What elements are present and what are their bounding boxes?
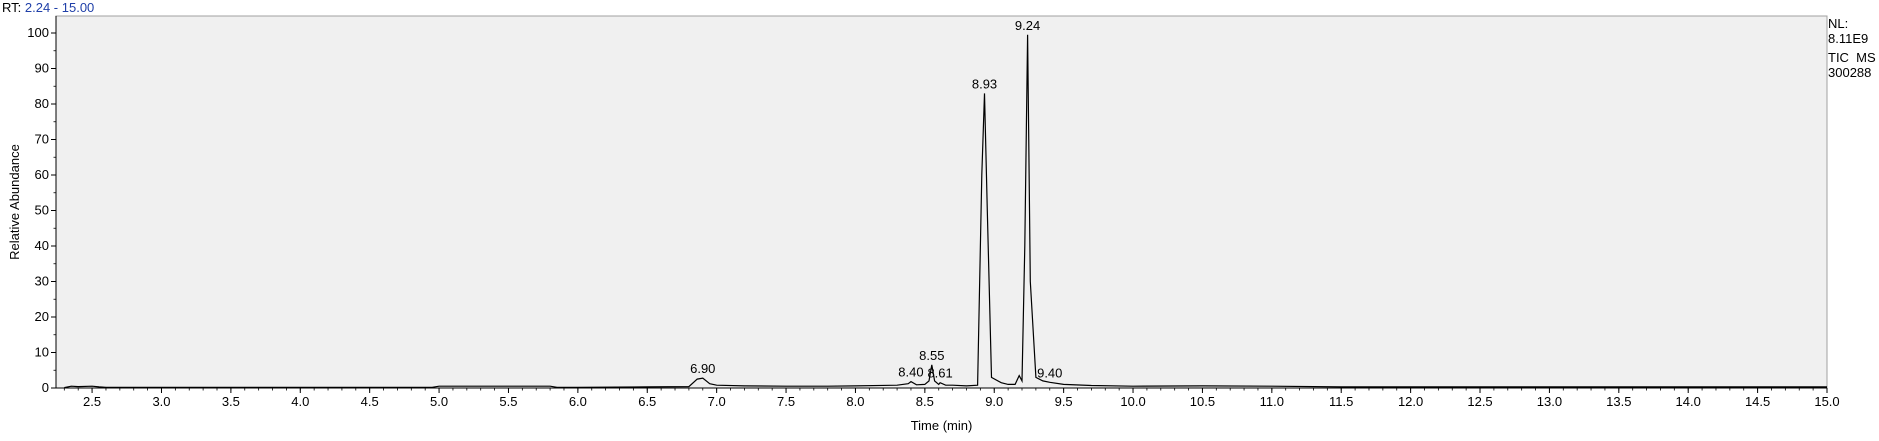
x-tick-label: 4.5 (361, 394, 379, 409)
nl-value: 8.11E9 (1828, 31, 1869, 46)
x-tick-label: 3.0 (152, 394, 170, 409)
x-tick-label: 15.0 (1814, 394, 1839, 409)
nl-label: NL: (1828, 16, 1849, 31)
x-tick-label: 9.5 (1055, 394, 1073, 409)
x-tick-label: 13.5 (1606, 394, 1631, 409)
y-tick-label: 10 (35, 345, 49, 360)
peak-label: 8.61 (927, 366, 952, 381)
y-tick-label: 90 (35, 61, 49, 76)
file-name: 300288 (1828, 65, 1872, 80)
tic-trace (64, 34, 1827, 389)
plot-area (55, 15, 1828, 389)
y-tick-label: 30 (35, 274, 49, 289)
y-tick-label: 100 (27, 25, 49, 40)
x-tick-label: 4.0 (291, 394, 309, 409)
peak-label: 8.93 (972, 76, 997, 91)
x-tick-label: 2.5 (83, 394, 101, 409)
y-tick-label: 60 (35, 167, 49, 182)
y-tick-label: 20 (35, 309, 49, 324)
x-tick-label: 12.0 (1398, 394, 1423, 409)
x-tick-label: 11.5 (1329, 394, 1353, 409)
x-tick-label: 14.0 (1676, 394, 1701, 409)
peak-label: 9.24 (1015, 18, 1040, 33)
peak-label: 8.40 (898, 365, 923, 380)
x-tick-label: 5.5 (499, 394, 517, 409)
peak-label: 9.40 (1037, 365, 1062, 380)
x-tick-label: 10.0 (1120, 394, 1145, 409)
x-tick-label: 7.0 (708, 394, 726, 409)
x-tick-label: 3.5 (222, 394, 240, 409)
x-tick-label: 6.5 (638, 394, 656, 409)
y-tick-label: 0 (42, 380, 49, 395)
y-tick-label: 50 (35, 203, 49, 218)
x-tick-label: 5.0 (430, 394, 448, 409)
y-tick-label: 40 (35, 238, 49, 253)
peak-annotations: 6.90 8.40 8.55 8.61 8.93 9.24 9.40 (690, 18, 1062, 381)
y-tick-label: 80 (35, 96, 49, 111)
peak-label: 8.55 (919, 348, 944, 363)
peak-label: 6.90 (690, 361, 715, 376)
rt-prefix: RT: (2, 0, 22, 15)
rt-range-value: 2.24 - 15.00 (24, 0, 95, 15)
rt-range-header: RT: 2.24 - 15.00 (2, 0, 94, 15)
x-tick-label: 8.5 (916, 394, 934, 409)
x-axis: 2.5 3.0 3.5 4.0 4.5 5.0 5.5 6.0 6.5 7.0 7.5 8.0 8.5 9… (56, 387, 1840, 409)
x-tick-label: 10.5 (1190, 394, 1215, 409)
x-tick-label: 11.0 (1260, 394, 1284, 409)
x-tick-label: 14.5 (1745, 394, 1770, 409)
scan-filter: TIC MS (1828, 50, 1876, 65)
y-tick-label: 70 (35, 132, 49, 147)
x-axis-label: Time (min) (911, 418, 973, 433)
x-tick-label: 8.0 (846, 394, 864, 409)
x-tick-label: 6.0 (569, 394, 587, 409)
x-tick-label: 13.0 (1537, 394, 1562, 409)
y-axis-label: Relative Abundance (7, 144, 22, 260)
x-tick-label: 7.5 (777, 394, 795, 409)
x-tick-label: 12.5 (1467, 394, 1492, 409)
y-axis: 0 10 20 30 40 50 60 70 80 90 100 (27, 16, 57, 395)
x-tick-label: 9.0 (985, 394, 1003, 409)
